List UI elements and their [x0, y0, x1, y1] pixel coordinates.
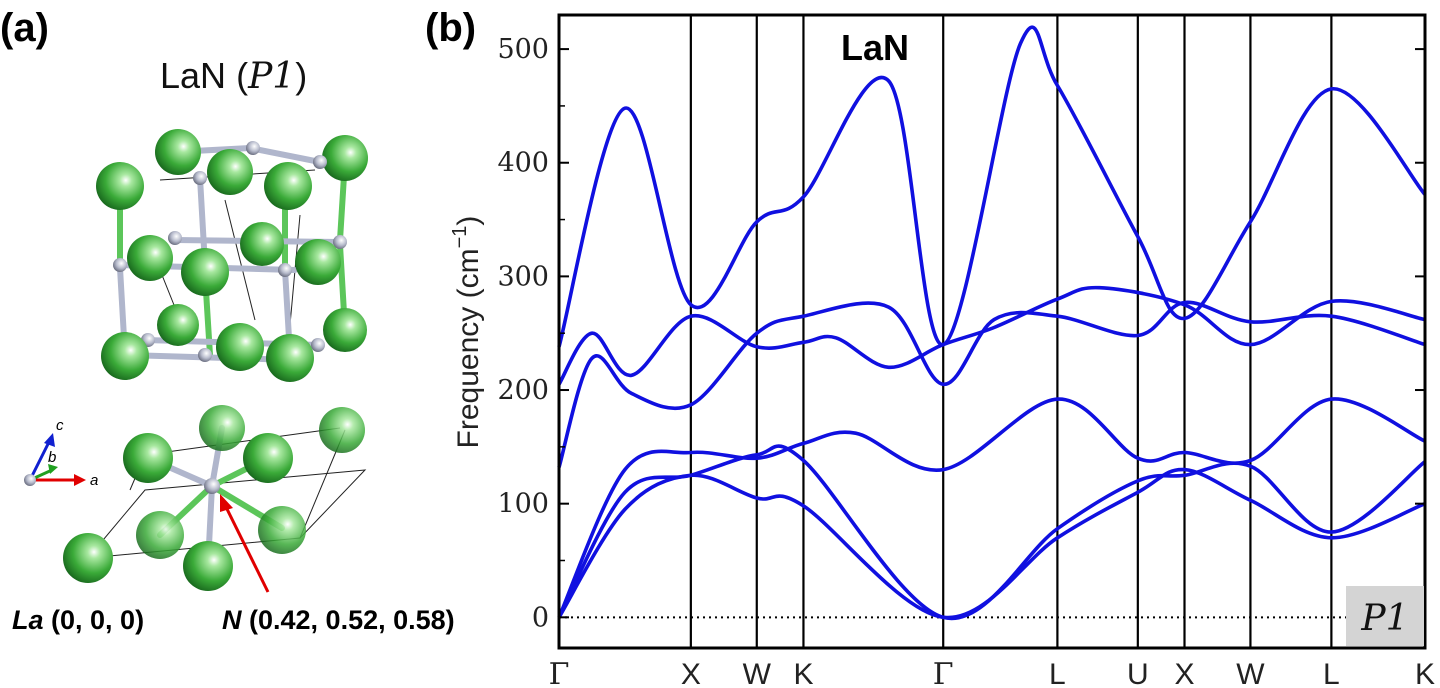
phonon-band-1: [557, 25, 1427, 348]
axis-triad-icon: c b a: [24, 417, 98, 489]
y-tick-label: 500: [497, 34, 549, 65]
space-group-badge: [1346, 586, 1424, 646]
x-tick-label: X: [681, 658, 701, 688]
n-coordinates: N (0.42, 0.52, 0.58): [222, 605, 455, 636]
space-group: P1: [248, 56, 296, 97]
structure-formula: LaN: [160, 55, 227, 96]
x-tick-label: K: [1415, 658, 1435, 688]
n-symbol: N: [222, 605, 242, 635]
space-group-open: (: [236, 55, 249, 96]
panel-label-a: (a): [0, 6, 49, 50]
supercell-view: [96, 129, 368, 382]
phonon-band-2: [557, 285, 1426, 386]
axis-c-label: c: [56, 417, 64, 434]
y-tick-label: 0: [532, 602, 549, 633]
x-tick-label: Γ: [933, 657, 954, 688]
chart-title: LaN: [841, 27, 909, 68]
structure-title: LaN (P1): [160, 55, 307, 97]
x-tick-label: L: [1049, 658, 1066, 688]
n-coords: (0.42, 0.52, 0.58): [249, 605, 455, 635]
phonon-band-4: [557, 397, 1426, 619]
phonon-band-5: [557, 444, 1427, 621]
x-tick-label: K: [793, 658, 813, 688]
y-axis-label: Frequency (cm−1): [449, 216, 485, 449]
y-tick-label: 300: [497, 261, 549, 292]
space-group-badge-label: P1: [1360, 598, 1408, 639]
axis-a-label: a: [90, 472, 98, 489]
y-tick-label: 400: [497, 148, 549, 179]
phonon-band-6: [557, 467, 1426, 620]
axis-b-label: b: [48, 449, 56, 466]
x-tick-label: W: [743, 658, 772, 688]
y-tick-label: 200: [497, 375, 549, 406]
panel-label-b: (b): [425, 6, 477, 50]
la-symbol: La: [12, 605, 44, 635]
x-tick-label: L: [1323, 658, 1340, 688]
space-group-close: ): [295, 55, 308, 96]
unit-cell-view: [63, 405, 367, 593]
la-coordinates: La (0, 0, 0): [12, 605, 144, 636]
la-coords: (0, 0, 0): [51, 605, 145, 635]
y-tick-label: 100: [497, 489, 549, 520]
x-tick-label: X: [1174, 658, 1194, 688]
n-atom-arrow: [224, 506, 270, 593]
x-tick-label: W: [1236, 658, 1265, 688]
crystal-structure: c b a: [24, 129, 368, 593]
phonon-band-3: [557, 300, 1426, 468]
x-tick-label: U: [1127, 658, 1149, 688]
x-tick-label: Γ: [549, 657, 570, 688]
plot-frame: [557, 13, 1427, 650]
